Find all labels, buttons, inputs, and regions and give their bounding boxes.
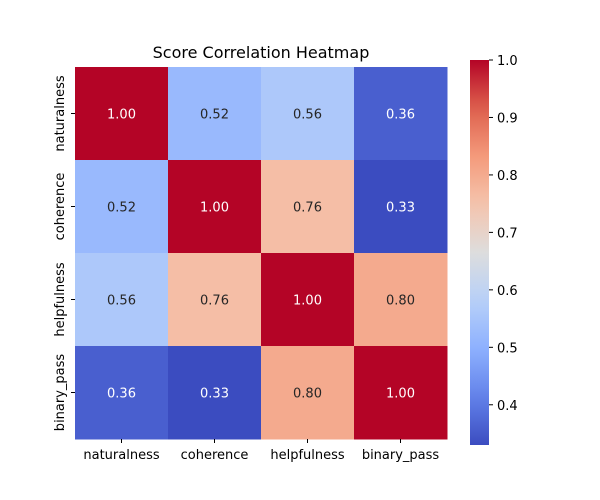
heatmap-cell xyxy=(354,67,448,161)
colorbar-tick-label: 0.8 xyxy=(497,169,518,184)
heatmap-cell xyxy=(261,67,355,161)
colorbar-tick-label: 1.0 xyxy=(497,54,518,69)
cell-value-label: 0.33 xyxy=(200,387,229,402)
x-tick-label: naturalness xyxy=(83,448,159,463)
heatmap-cell xyxy=(354,160,448,254)
x-tick-label: coherence xyxy=(181,448,249,463)
heatmap-cell xyxy=(261,346,355,440)
cell-value-label: 1.00 xyxy=(200,201,229,216)
cell-value-label: 0.80 xyxy=(386,294,415,309)
colorbar-tick-label: 0.9 xyxy=(497,111,518,126)
y-tick-label: coherence xyxy=(53,173,68,241)
heatmap-cell xyxy=(168,346,262,440)
heatmap-cell xyxy=(261,253,355,347)
cell-value-label: 0.52 xyxy=(200,108,229,123)
cell-value-label: 0.56 xyxy=(293,108,322,123)
colorbar: 0.4 0.5 0.6 0.7 0.8 0.9 1.0 xyxy=(470,54,518,445)
colorbar-tick-label: 0.5 xyxy=(497,341,518,356)
y-axis: naturalness coherence helpfulness binary_pa… xyxy=(53,75,75,431)
y-tick-label: binary_pass xyxy=(53,354,68,432)
cell-value-label: 0.56 xyxy=(107,294,136,309)
cell-value-label: 0.76 xyxy=(293,201,322,216)
chart-title: Score Correlation Heatmap xyxy=(153,43,370,62)
heatmap-cell xyxy=(168,253,262,347)
cell-value-label: 1.00 xyxy=(107,108,136,123)
y-tick-label: helpfulness xyxy=(53,262,68,337)
x-tick-label: binary_pass xyxy=(362,448,440,463)
colorbar-tick-label: 0.6 xyxy=(497,284,518,299)
y-tick-label: naturalness xyxy=(53,75,68,151)
cell-value-label: 0.52 xyxy=(107,201,136,216)
colorbar-gradient xyxy=(470,60,489,445)
heatmap-cell xyxy=(75,160,169,254)
x-tick-label: helpfulness xyxy=(270,448,345,463)
heatmap-cell xyxy=(168,160,262,254)
heatmap-cell xyxy=(75,346,169,440)
cell-value-label: 0.33 xyxy=(386,201,415,216)
heatmap-cell xyxy=(261,160,355,254)
colorbar-tick-label: 0.4 xyxy=(497,399,518,414)
cell-value-label: 0.36 xyxy=(386,108,415,123)
heatmap-cell xyxy=(75,253,169,347)
heatmap-cells: 1.00 0.52 0.56 0.36 0.52 1.00 0.76 0.33 0.56 0.76… xyxy=(75,67,448,440)
heatmap-cell xyxy=(168,67,262,161)
cell-value-label: 0.36 xyxy=(107,387,136,402)
colorbar-tick-label: 0.7 xyxy=(497,226,518,241)
cell-value-label: 1.00 xyxy=(293,294,322,309)
heatmap-cell xyxy=(354,253,448,347)
cell-value-label: 0.76 xyxy=(200,294,229,309)
cell-value-label: 0.80 xyxy=(293,387,322,402)
cell-value-label: 1.00 xyxy=(386,387,415,402)
x-axis: naturalness coherence helpfulness binary_pa… xyxy=(83,439,439,463)
heatmap-cell xyxy=(354,346,448,440)
heatmap-cell xyxy=(75,67,169,161)
